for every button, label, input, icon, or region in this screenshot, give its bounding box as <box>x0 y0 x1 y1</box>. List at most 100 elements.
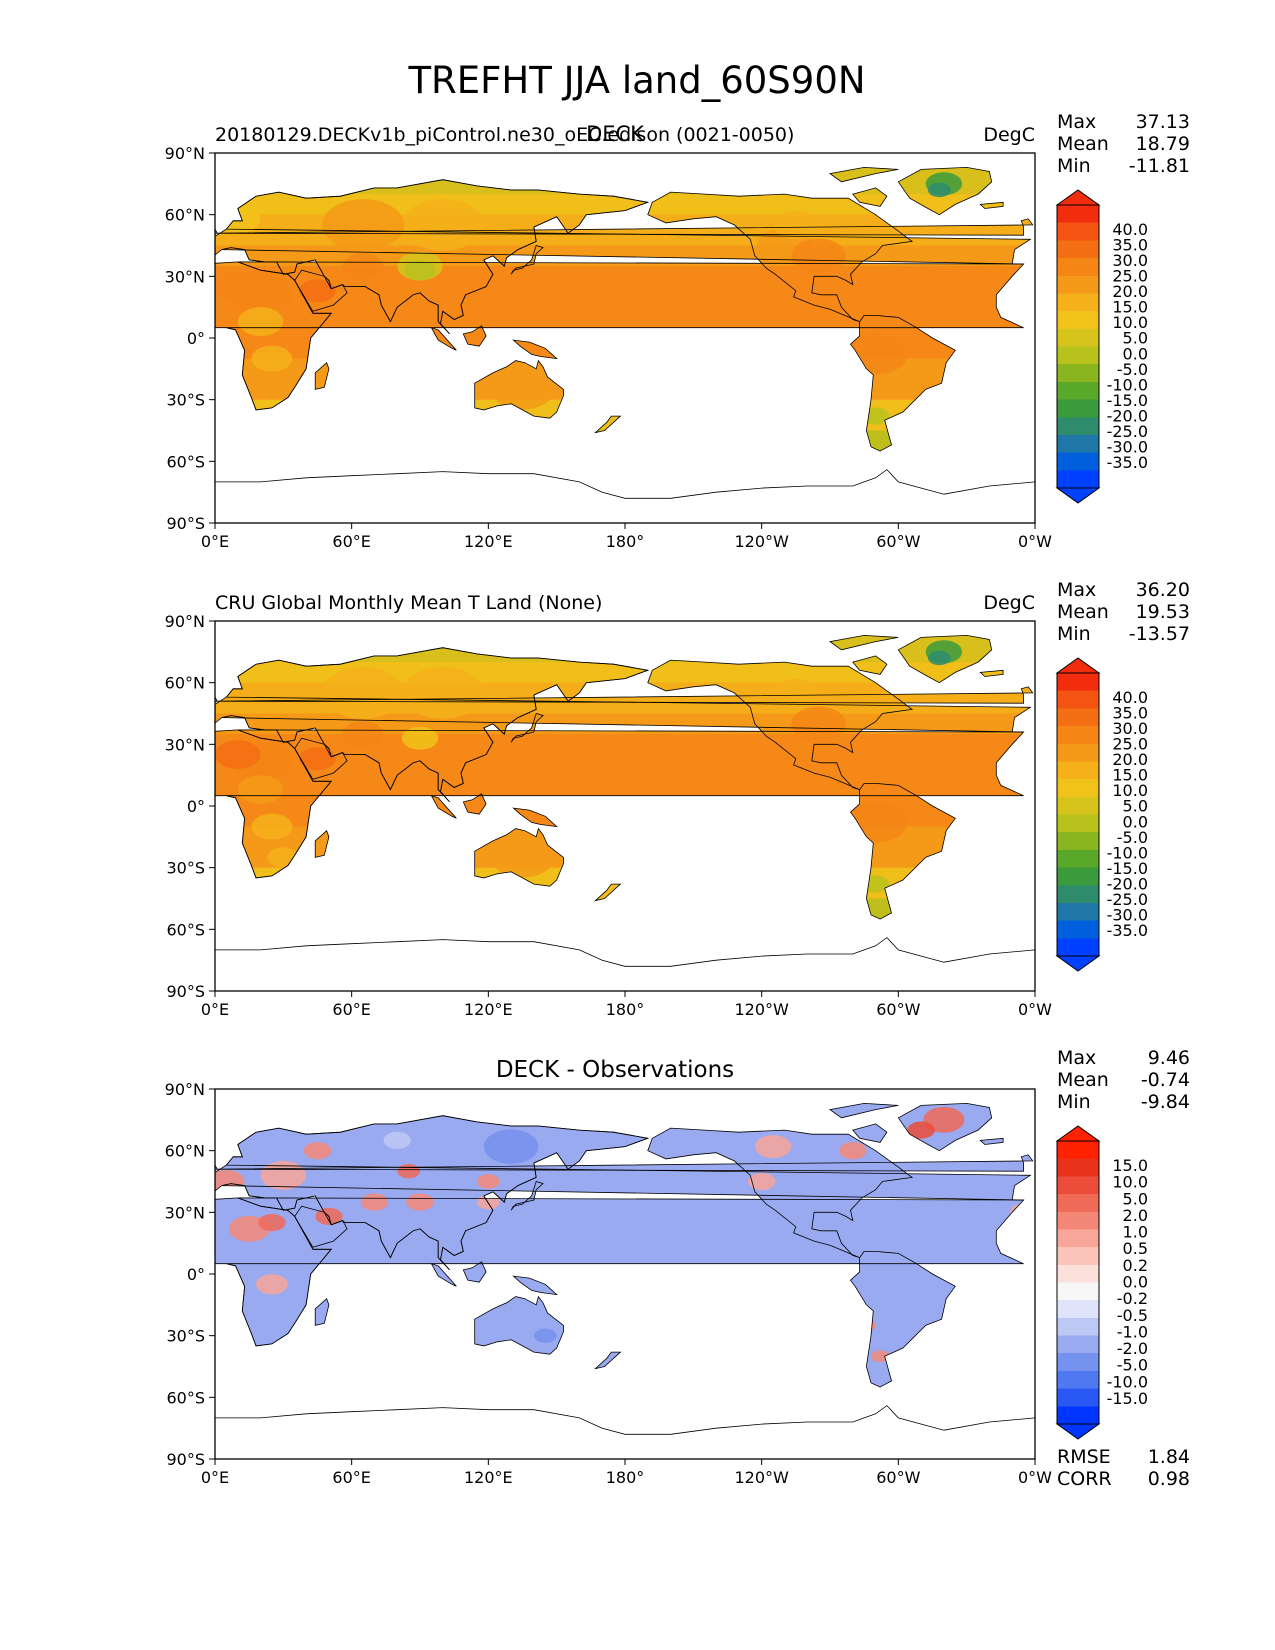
field-patch <box>237 775 284 804</box>
field-patch <box>927 182 951 198</box>
colorbar-tick-label: 20.0 <box>1112 282 1148 301</box>
colorbar-tick-label: 15.0 <box>1112 298 1148 317</box>
colorbar-tick-label: -15.0 <box>1107 1389 1148 1408</box>
y-tick-label: 90°N <box>165 144 205 163</box>
x-tick-label: 120°W <box>734 1000 789 1019</box>
stat-value: 18.79 <box>1136 133 1190 155</box>
colorbar-tick-label: -35.0 <box>1107 921 1148 940</box>
x-tick-label: 180° <box>606 1000 645 1019</box>
field-patch <box>483 1129 539 1164</box>
field-patch <box>401 199 484 251</box>
field-patch <box>258 1214 286 1232</box>
field-patch <box>445 1206 464 1219</box>
coastlines <box>215 166 1035 499</box>
y-tick-label: 60°S <box>166 920 205 939</box>
metric-value: 1.84 <box>1148 1446 1190 1468</box>
y-tick-label: 30°N <box>165 1203 205 1222</box>
field-patch <box>246 1306 275 1324</box>
colorbar-tick-label: -35.0 <box>1107 453 1148 472</box>
panel-title-units: DegC <box>983 124 1035 146</box>
colorbar-min-arrow <box>1055 487 1101 504</box>
colorbar-tick-label: -10.0 <box>1107 843 1148 862</box>
panel-title-center: DECK - Observations <box>496 1057 734 1083</box>
colorbar-max-arrow <box>1055 189 1101 206</box>
colorbar-tick-label: -15.0 <box>1107 391 1148 410</box>
panel-title-left: 20180129.DECKv1b_piControl.ne30_oEC.edis… <box>215 124 794 146</box>
field-patch <box>251 345 293 372</box>
map-panel-diff: 0°E 60°E 120°E 180° 120°W 60°W 0°W 90°N 60°N 30°N… <box>165 1047 1190 1490</box>
y-tick-label: 90°S <box>166 514 205 533</box>
colorbar-tick-label: 0.0 <box>1123 1273 1148 1292</box>
field-patch <box>215 740 261 769</box>
field-patch <box>406 1193 434 1211</box>
field-patch <box>791 706 846 742</box>
field-patch <box>406 1131 480 1178</box>
colorbar-tick-label: 0.5 <box>1123 1239 1148 1258</box>
field-patch <box>322 199 405 251</box>
y-tick-label: 30°N <box>165 735 205 754</box>
y-tick-label: 0° <box>187 329 205 348</box>
field-patch <box>237 307 284 336</box>
colorbar-tick-label: 0.2 <box>1123 1256 1148 1275</box>
colorbar-max-arrow <box>1055 1125 1101 1142</box>
field-patch <box>871 1350 890 1362</box>
field-patch <box>795 1177 842 1207</box>
colorbar-tick-label: -0.2 <box>1117 1289 1148 1308</box>
y-tick-label: 60°N <box>165 1142 205 1161</box>
colorbar-body <box>1056 1140 1100 1425</box>
stat-value: 19.53 <box>1136 601 1190 623</box>
colorbar-tick-label: 15.0 <box>1112 766 1148 785</box>
field-patch <box>331 1140 395 1181</box>
x-tick-label: 0°W <box>1018 1000 1052 1019</box>
colorbar-tick-label: 30.0 <box>1112 719 1148 738</box>
y-tick-label: 90°N <box>165 1080 205 1099</box>
x-tick-label: 180° <box>606 1468 645 1487</box>
stat-value: -13.57 <box>1129 623 1190 645</box>
stat-label: Max <box>1057 111 1096 133</box>
map-panel-reference: 0°E 60°E 120°E 180° 120°W 60°W 0°W 90°N 60°N 30°N… <box>165 579 1190 1019</box>
colorbar-tick-label: -10.0 <box>1107 1372 1148 1391</box>
colorbar-tick-label: 40.0 <box>1112 688 1148 707</box>
stat-value: 36.20 <box>1136 579 1190 601</box>
stat-label: Mean <box>1057 1069 1109 1091</box>
colorbar-min-arrow <box>1055 955 1101 972</box>
colorbar-tick-label: 25.0 <box>1112 735 1148 754</box>
colorbar-tick-label: 40.0 <box>1112 220 1148 239</box>
x-tick-label: 60°E <box>332 532 370 551</box>
metric-value: 0.98 <box>1148 1468 1190 1490</box>
stat-label: Max <box>1057 1047 1096 1069</box>
stat-value: -9.84 <box>1141 1091 1190 1113</box>
coastlines <box>215 634 1035 967</box>
y-tick-label: 60°S <box>166 452 205 471</box>
colorbar-tick-label: 10.0 <box>1112 313 1148 332</box>
y-tick-label: 90°S <box>166 982 205 1001</box>
colorbar-tick-label: 0.0 <box>1123 344 1148 363</box>
y-tick-label: 60°N <box>165 206 205 225</box>
field-patch <box>754 1135 792 1159</box>
field-patch <box>256 1274 288 1295</box>
colorbar-tick-label: -0.5 <box>1117 1306 1148 1325</box>
colorbar-body <box>1056 672 1100 957</box>
y-tick-label: 0° <box>187 797 205 816</box>
x-tick-label: 60°E <box>332 1000 370 1019</box>
x-tick-label: 60°E <box>332 1468 370 1487</box>
figure-title: TREFHT JJA land_60S90N <box>407 59 865 102</box>
field-patch <box>342 721 384 747</box>
colorbar-tick-label: 20.0 <box>1112 750 1148 769</box>
colorbar-tick-label: -5.0 <box>1117 1356 1148 1375</box>
y-tick-label: 30°N <box>165 267 205 286</box>
field-patch <box>927 650 951 666</box>
colorbar-tick-label: 0.0 <box>1123 812 1148 831</box>
panel-title-left: CRU Global Monthly Mean T Land (None) <box>215 592 602 614</box>
field-patch <box>299 747 336 771</box>
colorbar: 15.010.05.02.01.00.50.20.0-0.2-0.5-1.0-2… <box>1055 1125 1148 1440</box>
x-tick-label: 120°W <box>734 1468 789 1487</box>
colorbar-tick-label: -1.0 <box>1117 1322 1148 1341</box>
y-tick-label: 30°S <box>166 391 205 410</box>
antarctica-coast <box>215 937 1035 967</box>
stat-value: 37.13 <box>1136 111 1190 133</box>
colorbar-tick-label: -25.0 <box>1107 890 1148 909</box>
colorbar: 40.035.030.025.020.015.010.05.00.0-5.0-1… <box>1055 657 1148 972</box>
x-tick-label: 0°W <box>1018 532 1052 551</box>
metric-label: CORR <box>1057 1468 1112 1490</box>
